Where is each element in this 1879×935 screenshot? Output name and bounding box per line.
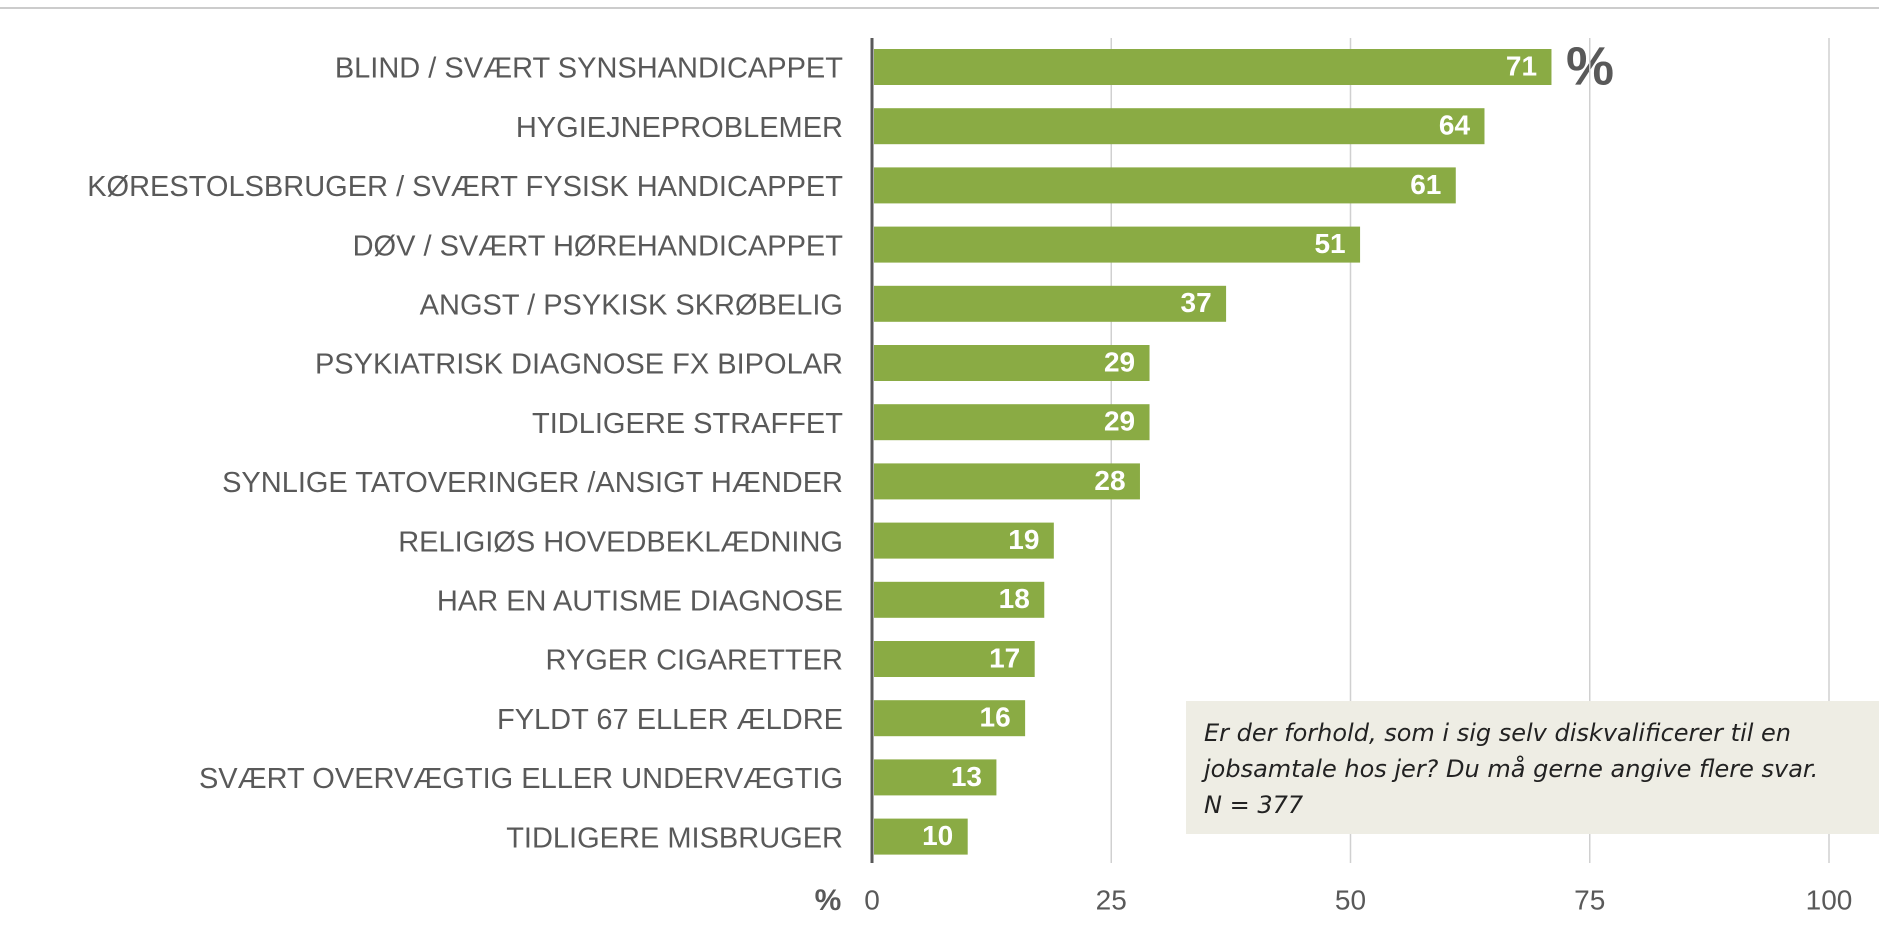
value-label: 17 xyxy=(989,642,1020,673)
bar xyxy=(874,759,997,796)
y-tick-label: TIDLIGERE MISBRUGER xyxy=(506,822,843,854)
value-label: 64 xyxy=(1439,110,1471,141)
bar xyxy=(874,404,1150,441)
value-label: 19 xyxy=(1008,524,1039,555)
value-label: 37 xyxy=(1181,287,1212,318)
value-label: 28 xyxy=(1094,465,1125,496)
y-tick-label: SYNLIGE TATOVERINGER /ANSIGT HÆNDER xyxy=(222,467,843,499)
x-tick-label: 25 xyxy=(1096,884,1127,915)
y-tick-label: HAR EN AUTISME DIAGNOSE xyxy=(437,585,843,617)
value-label: 51 xyxy=(1314,228,1345,259)
bar xyxy=(874,522,1054,559)
bar xyxy=(874,641,1035,677)
bar xyxy=(874,463,1140,500)
x-tick-label: 75 xyxy=(1574,884,1605,915)
y-tick-label: TIDLIGERE STRAFFET xyxy=(532,408,843,440)
bar xyxy=(874,818,968,855)
value-label: 29 xyxy=(1104,406,1135,437)
bar xyxy=(874,345,1150,381)
value-label: 13 xyxy=(951,761,982,792)
bar xyxy=(874,226,1361,263)
y-tick-label: SVÆRT OVERVÆGTIG ELLER UNDERVÆGTIG xyxy=(199,763,843,795)
y-tick-label: HYGIEJNEPROBLEMER xyxy=(516,112,843,144)
y-tick-label: FYLDT 67 ELLER ÆLDRE xyxy=(497,704,843,736)
note-text: Er der forhold, som i sig selv diskvalif… xyxy=(1204,719,1819,783)
y-tick-label: KØRESTOLSBRUGER / SVÆRT FYSISK HANDICAPP… xyxy=(87,171,843,203)
value-label: 10 xyxy=(922,820,953,851)
value-label: 18 xyxy=(999,583,1030,614)
sample-size: N = 377 xyxy=(1204,791,1304,819)
y-tick-label: RELIGIØS HOVEDBEKLÆDNING xyxy=(398,526,843,558)
y-tick-label: ANGST / PSYKISK SKRØBELIG xyxy=(420,289,843,321)
value-label: 71 xyxy=(1506,50,1537,81)
x-axis-label: % xyxy=(815,884,842,917)
bar xyxy=(874,285,1227,322)
x-tick-label: 50 xyxy=(1335,884,1366,915)
value-label: 16 xyxy=(980,702,1011,733)
bar xyxy=(874,49,1552,85)
bar xyxy=(874,167,1456,204)
note-box: Er der forhold, som i sig selv diskvalif… xyxy=(1186,701,1879,834)
value-label: 61 xyxy=(1410,169,1441,200)
bar xyxy=(874,700,1026,737)
y-tick-label: DØV / SVÆRT HØREHANDICAPPET xyxy=(353,230,844,262)
y-tick-label: PSYKIATRISK DIAGNOSE FX BIPOLAR xyxy=(315,349,843,381)
bar xyxy=(874,108,1485,145)
bar xyxy=(874,581,1045,618)
x-tick-label: 0 xyxy=(864,884,880,915)
value-label: 29 xyxy=(1104,346,1135,377)
x-tick-label: 100 xyxy=(1806,884,1853,915)
y-tick-label: BLIND / SVÆRT SYNSHANDICAPPET xyxy=(335,53,843,85)
y-tick-label: RYGER CIGARETTER xyxy=(545,645,843,677)
